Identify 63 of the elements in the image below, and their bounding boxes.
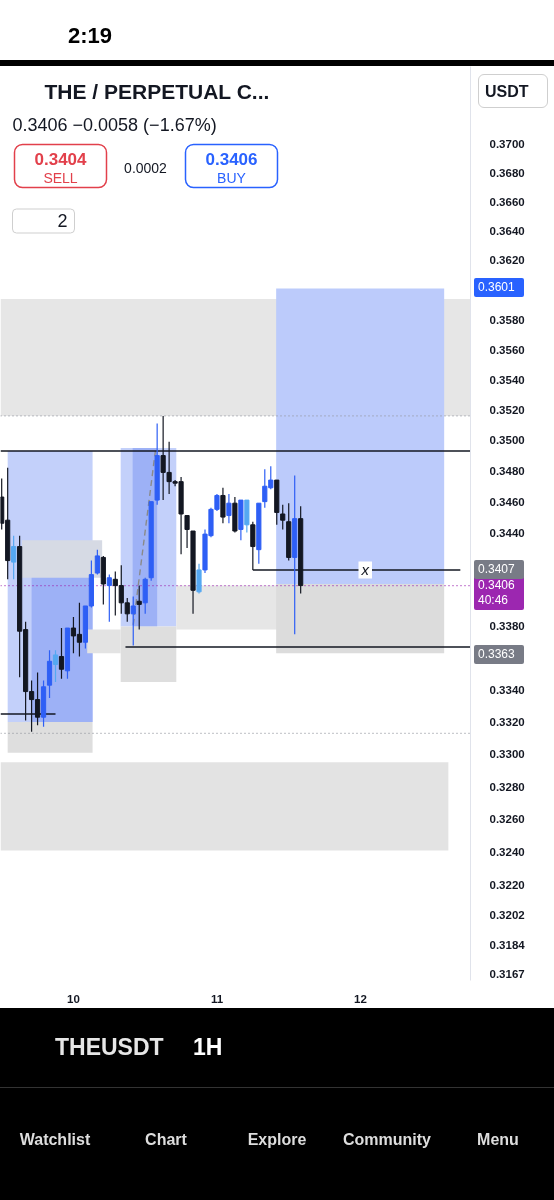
text: USDT (478, 74, 548, 108)
x-tick-label: 11 (210, 992, 224, 1005)
y-tick-label: 0.3520 (489, 403, 525, 416)
candlestick (142, 577, 148, 615)
y-tick-label: 0.3340 (489, 683, 525, 696)
candlestick (196, 563, 202, 595)
candlestick (46, 649, 53, 699)
candlestick (94, 549, 100, 576)
text: 0.3363 (474, 644, 524, 664)
text: 0.3601 (474, 278, 524, 297)
y-tick-label: 0.3680 (489, 166, 525, 179)
candlestick (136, 584, 142, 631)
annotation: BUY (217, 169, 247, 186)
candlestick (220, 487, 226, 524)
text: Watchlist (18, 1130, 92, 1150)
y-tick-label: 0.3280 (489, 780, 525, 793)
y-tick-label: 0.3480 (489, 464, 525, 477)
y-tick-label: 0.3184 (489, 939, 526, 952)
y-tick-label: 0.3560 (489, 343, 525, 356)
candlestick (184, 514, 190, 549)
x-tick-label: 12 (354, 992, 367, 1005)
candlestick (11, 535, 17, 580)
text: Explore (246, 1130, 308, 1150)
y-tick-label: 0.3440 (489, 526, 525, 539)
candlestick (130, 595, 136, 647)
y-tick-label: 0.3202 (489, 909, 525, 922)
y-tick-label: 0.3460 (489, 495, 525, 508)
text: THEUSDT (55, 1033, 164, 1061)
y-tick-label: 0.3240 (489, 846, 525, 859)
y-tick-label: 0.3380 (489, 620, 525, 633)
y-tick-label: 0.3640 (489, 225, 525, 238)
text: Menu (476, 1130, 520, 1150)
y-tick-label: 0.3220 (489, 879, 525, 892)
text: Community (342, 1130, 432, 1150)
annotation: 0.0002 (124, 159, 168, 176)
y-tick-label: 0.3167 (489, 967, 525, 980)
y-tick-label: 0.3700 (489, 137, 525, 150)
annotation: 0.3406 (205, 149, 258, 169)
x-tick-label: 10 (67, 992, 80, 1005)
y-tick-label: 0.3580 (489, 313, 525, 326)
text: 1H (193, 1033, 223, 1061)
y-tick-label: 0.3300 (489, 748, 525, 761)
ref-line-label: 0.3406 40:46 (474, 575, 524, 610)
candlestick (226, 493, 232, 524)
candlestick (106, 574, 112, 623)
y-tick-label: 0.3260 (489, 813, 525, 826)
text: THE / PERPETUAL C... (44, 80, 270, 103)
y-tick-label: 0.3320 (489, 716, 525, 729)
y-tick-label: 0.3540 (489, 373, 525, 386)
candlestick (280, 504, 286, 531)
text: Chart (144, 1130, 188, 1150)
candlestick (52, 649, 59, 683)
annotation: 0.3404 (34, 149, 88, 169)
y-tick-label: 0.3500 (489, 434, 525, 447)
y-tick-label: 0.3620 (489, 254, 525, 267)
annotation: 2 (57, 211, 68, 231)
y-tick-label: 0.3660 (489, 195, 525, 208)
candlestick (58, 627, 65, 680)
text: 0.3406 −0.0058 (−1.67%) (12, 114, 217, 135)
annotation: SELL (43, 169, 78, 186)
text: 2:19 (66, 23, 113, 49)
text: 0.3407 (474, 559, 524, 579)
annotation: x (360, 561, 370, 579)
